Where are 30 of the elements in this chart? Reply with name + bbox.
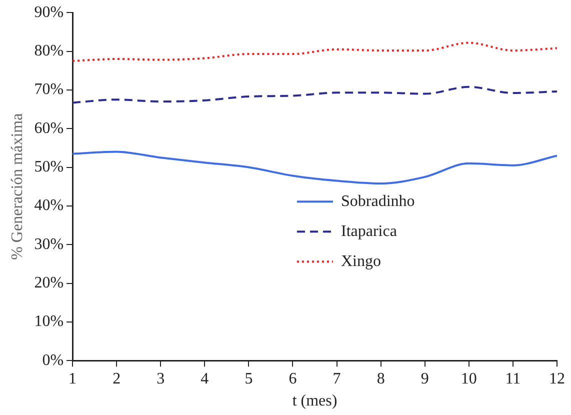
y-tick-label: 40% — [34, 197, 64, 214]
x-tick-label: 10 — [460, 370, 477, 388]
legend-label: Sobradinho — [341, 192, 415, 210]
y-tick-label: 0% — [42, 352, 64, 369]
line-series — [72, 86, 557, 104]
y-tick-label: 50% — [34, 158, 64, 176]
x-tick-label: 8 — [376, 370, 385, 388]
x-tick-label: 2 — [112, 370, 121, 388]
x-tick-label: 4 — [200, 370, 209, 388]
y-tick-label: 20% — [34, 274, 64, 292]
y-tick-label: 70% — [34, 81, 64, 98]
y-tick-label: 30% — [34, 236, 64, 253]
x-tick-label: 9 — [420, 370, 429, 388]
x-tick-label: 3 — [156, 370, 165, 388]
y-tick-label: 10% — [34, 313, 64, 330]
y-axis-title: % Generación máxima — [8, 113, 26, 260]
x-tick-label: 1 — [68, 370, 77, 388]
legend-label: Xingo — [341, 252, 381, 270]
x-axis-title: t (mes) — [292, 392, 338, 410]
x-tick-label: 12 — [549, 370, 565, 388]
line-series — [72, 150, 557, 185]
y-tick-label: 90% — [34, 4, 64, 21]
x-tick-label: 6 — [288, 370, 297, 388]
x-tick-label: 5 — [244, 370, 253, 388]
x-tick-label: 11 — [505, 370, 521, 388]
x-tick-label: 7 — [332, 370, 341, 388]
y-tick-label: 60% — [34, 120, 64, 137]
y-tick-label: 80% — [34, 42, 64, 60]
legend-label: Itaparica — [341, 222, 397, 240]
line-series — [72, 42, 557, 62]
